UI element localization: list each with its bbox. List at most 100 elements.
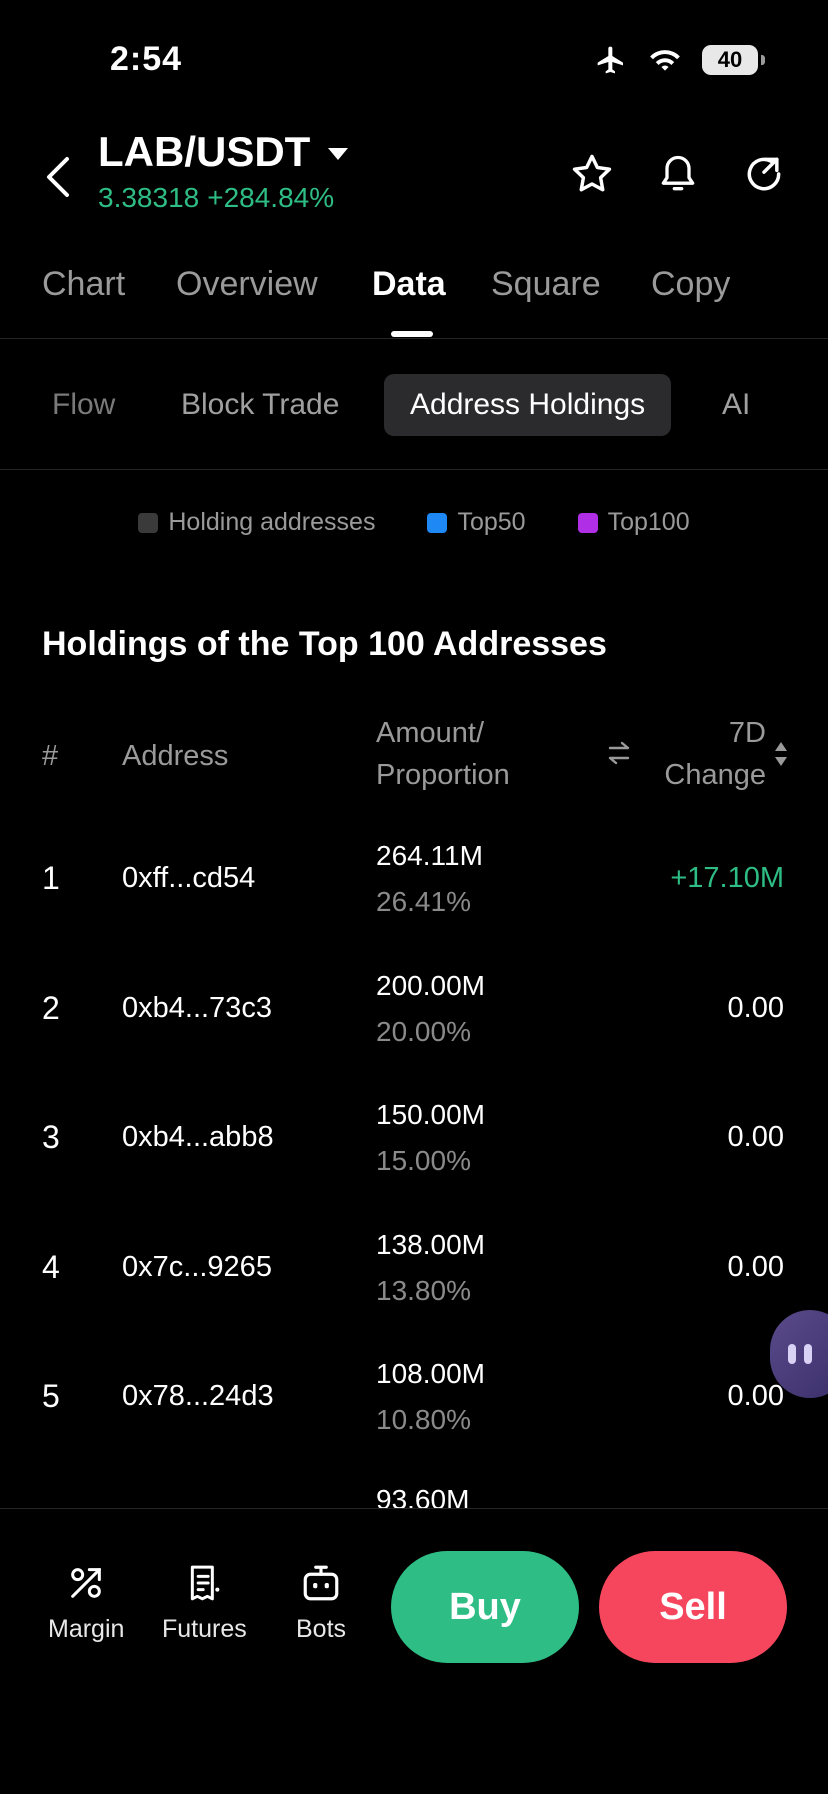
chevron-left-icon [47,157,69,197]
subtab-block-trade[interactable]: Block Trade [181,388,340,421]
table-row[interactable]: 3 0xb4...abb8 150.00M 15.00% 0.00 [0,1089,828,1219]
row-proportion: 15.00% [376,1145,471,1176]
caret-down-icon [328,148,349,160]
table-row-partial[interactable]: 93.60M [0,1484,828,1508]
tab-square[interactable]: Square [491,265,601,303]
section-title: Holdings of the Top 100 Addresses [42,625,607,663]
row-7d-change: 0.00 [727,991,784,1024]
column-amount: Amount/ Proportion [376,712,510,796]
tab-copy[interactable]: Copy [651,265,731,303]
legend-top50[interactable]: Top50 [427,508,526,537]
document-icon [182,1561,226,1605]
column-amount-line2: Proportion [376,759,510,791]
margin-label: Margin [48,1615,125,1643]
battery-indicator: 40 [702,45,765,75]
row-proportion: 20.00% [376,1015,471,1047]
tab-chart[interactable]: Chart [42,265,126,303]
bottom-trade-bar: Margin Futures Bots Buy Sell [0,1508,828,1794]
airplane-icon [597,46,623,74]
pair-header: LAB/USDT 3.38318 +284.84% [0,120,828,230]
row-address[interactable]: 0x78...24d3 [122,1380,274,1412]
row-rank: 2 [42,989,60,1026]
robot-icon [299,1561,343,1605]
row-amount: 200.00M [376,969,485,1001]
table-row[interactable]: 2 0xb4...73c3 200.00M 20.00% 0.00 [0,960,828,1090]
holders-table-header: # Address Amount/ Proportion 7D Change [0,712,828,802]
row-address[interactable]: 0xb4...abb8 [122,1121,274,1153]
holders-list: 1 0xff...cd54 264.11M 26.41% +17.10M 2 0… [0,830,828,1478]
futures-button[interactable]: Futures [162,1561,247,1644]
battery-level: 40 [717,47,743,72]
row-7d-change: 0.00 [727,1250,784,1283]
row-proportion: 13.80% [376,1274,471,1306]
pair-name: LAB/USDT [98,128,311,175]
status-icons: 40 [594,44,765,76]
percent-icon [64,1561,108,1605]
sort-icon[interactable] [774,740,788,768]
favorite-button[interactable] [568,150,616,198]
row-proportion: 26.41% [376,886,471,917]
subtab-address-holdings[interactable]: Address Holdings [384,374,672,436]
table-row[interactable]: 4 0x7c...9265 138.00M 13.80% 0.00 [0,1219,828,1349]
back-button[interactable] [38,152,78,202]
bots-label: Bots [296,1615,347,1643]
legend-label: Holding addresses [168,508,376,536]
legend-top100[interactable]: Top100 [577,508,690,537]
main-tabs: Chart Overview Data Square Copy [0,255,828,339]
row-rank: 1 [42,860,60,896]
row-rank: 5 [42,1378,60,1414]
column-address: Address [122,740,229,772]
bell-icon [661,155,695,191]
row-rank: 4 [42,1248,60,1285]
row-7d-change: +17.10M [670,862,784,894]
row-7d-change: 0.00 [727,1380,784,1412]
column-7d-change[interactable]: 7D Change [664,712,766,796]
chart-legend: Holding addresses Top50 Top100 [0,508,828,537]
row-amount: 108.00M [376,1358,485,1389]
assistant-bubble[interactable] [770,1310,828,1398]
row-address[interactable]: 0xff...cd54 [122,862,256,894]
last-price: 3.38318 [98,182,200,213]
legend-holding-addresses[interactable]: Holding addresses [138,508,375,537]
bots-button[interactable]: Bots [296,1561,346,1644]
column-change-line1: 7D [728,717,766,749]
bubble-eye-icon [804,1344,812,1364]
row-address[interactable]: 0x7c...9265 [122,1250,272,1283]
pair-price-line: 3.38318 +284.84% [98,182,334,214]
buy-button[interactable]: Buy [391,1551,579,1663]
table-row[interactable]: 1 0xff...cd54 264.11M 26.41% +17.10M [0,830,828,960]
column-rank: # [42,740,59,772]
sub-tabs: Flow Block Trade Address Holdings AI [0,370,828,470]
subtab-ai[interactable]: AI [722,388,751,421]
bubble-eye-icon [788,1344,796,1364]
row-amount: 93.60M [376,1484,470,1508]
swap-units-icon[interactable] [606,738,632,768]
legend-label: Top100 [607,508,690,536]
margin-button[interactable]: Margin [48,1561,124,1644]
pair-selector[interactable]: LAB/USDT [98,128,349,176]
tab-overview[interactable]: Overview [176,265,318,303]
column-amount-line1: Amount/ [376,717,484,749]
column-change-line2: Change [664,759,766,791]
legend-swatch-holding [138,512,159,533]
status-time: 2:54 [110,40,183,78]
legend-swatch-top100 [577,512,598,533]
row-amount: 264.11M [376,840,483,871]
star-icon [572,154,612,192]
subtab-flow[interactable]: Flow [52,388,116,421]
table-row[interactable]: 5 0x78...24d3 108.00M 10.80% 0.00 [0,1348,828,1478]
share-button[interactable] [740,150,788,198]
alert-button[interactable] [654,150,702,198]
row-7d-change: 0.00 [727,1121,784,1153]
share-icon [747,157,781,191]
status-bar: 2:54 40 [0,0,828,120]
tab-data[interactable]: Data [372,265,446,303]
row-amount: 138.00M [376,1228,485,1260]
row-rank: 3 [42,1119,60,1155]
row-amount: 150.00M [376,1099,485,1130]
header-actions [568,150,788,198]
legend-swatch-top50 [427,512,448,533]
sell-button[interactable]: Sell [599,1551,787,1663]
wifi-icon [650,50,680,71]
row-address[interactable]: 0xb4...73c3 [122,991,272,1024]
